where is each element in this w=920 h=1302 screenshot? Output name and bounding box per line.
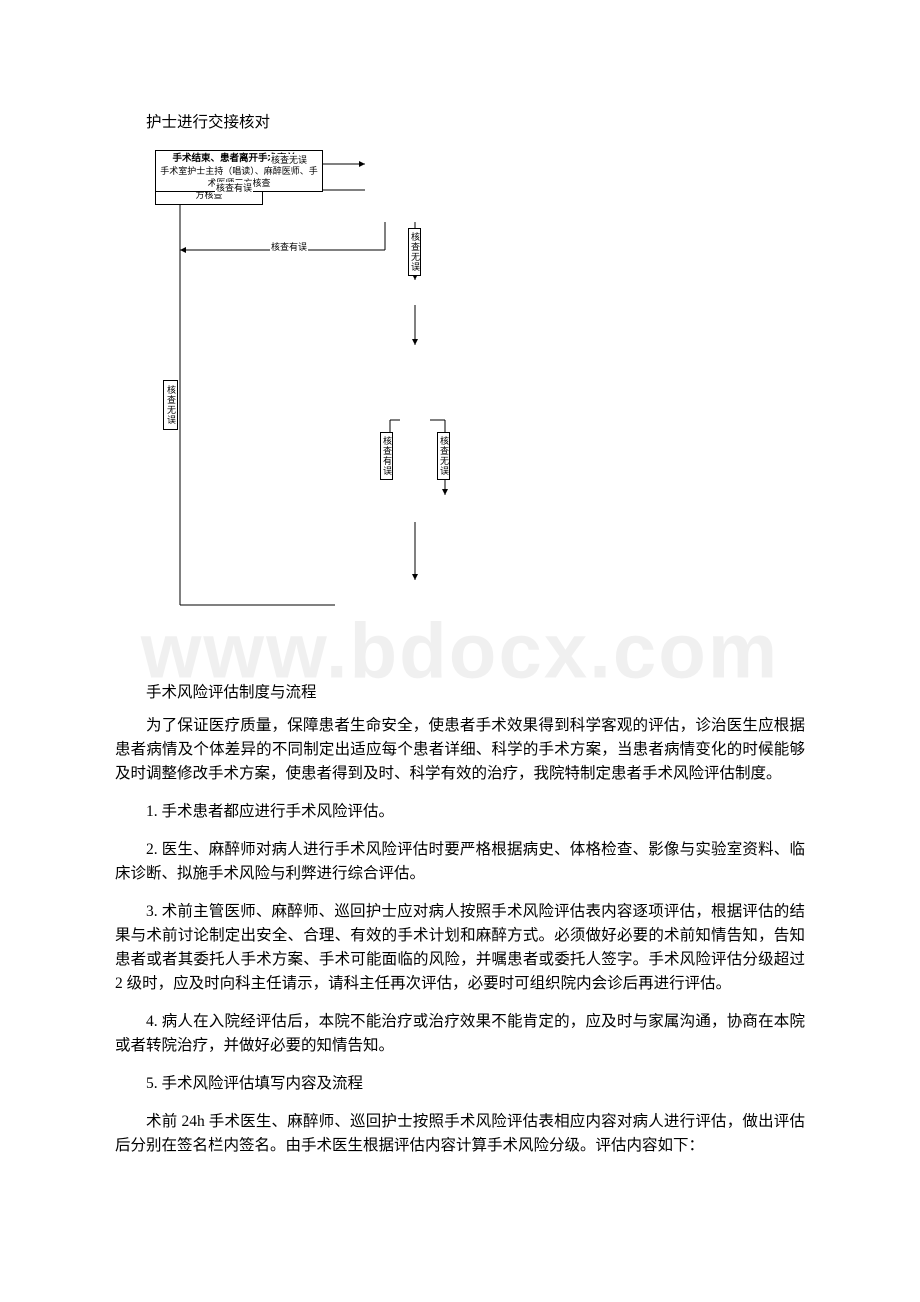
- para-5: 5. 手术风险评估填写内容及流程: [115, 1072, 805, 1096]
- para-4: 4. 病人在入院经评估后，本院不能治疗或治疗效果不能肯定的，应及时与家属沟通，协…: [115, 1010, 805, 1058]
- vlabel-check-err-mid: 核查有误: [380, 432, 393, 480]
- flowchart: 临 床 科 室 麻醉实施前： 手术医师主持（唱读）、麻醉医师、手术室护士三方核查…: [155, 150, 515, 650]
- vlabel-check-ok-r1: 核查无误: [408, 228, 421, 276]
- para-3: 3. 术前主管医师、麻醉师、巡回护士应对病人按照手术风险评估表内容逐项评估，根据…: [115, 900, 805, 996]
- flowchart-arrows: [155, 150, 515, 650]
- para-intro: 为了保证医疗质量，保障患者生命安全，使患者手术效果得到科学客观的评估，诊治医生应…: [115, 714, 805, 786]
- top-line: 护士进行交接核对: [115, 110, 805, 132]
- label-check-err-top: 核查有误: [215, 182, 253, 194]
- vlabel-check-ok-left: 核查无误: [163, 380, 178, 430]
- page-content: 护士进行交接核对: [115, 110, 805, 1158]
- para-1: 1. 手术患者都应进行手术风险评估。: [115, 800, 805, 824]
- section-title: 手术风险评估制度与流程: [115, 680, 805, 702]
- vlabel-check-ok-r2: 核查无误: [437, 432, 450, 480]
- para-6: 术前 24h 手术医生、麻醉师、巡回护士按照手术风险评估表相应内容对病人进行评估…: [115, 1110, 805, 1158]
- label-check-ok-top: 核查无误: [270, 154, 308, 166]
- para-2: 2. 医生、麻醉师对病人进行手术风险评估时要严格根据病史、体格检查、影像与实验室…: [115, 838, 805, 886]
- label-check-err-mid: 核查有误: [270, 241, 308, 253]
